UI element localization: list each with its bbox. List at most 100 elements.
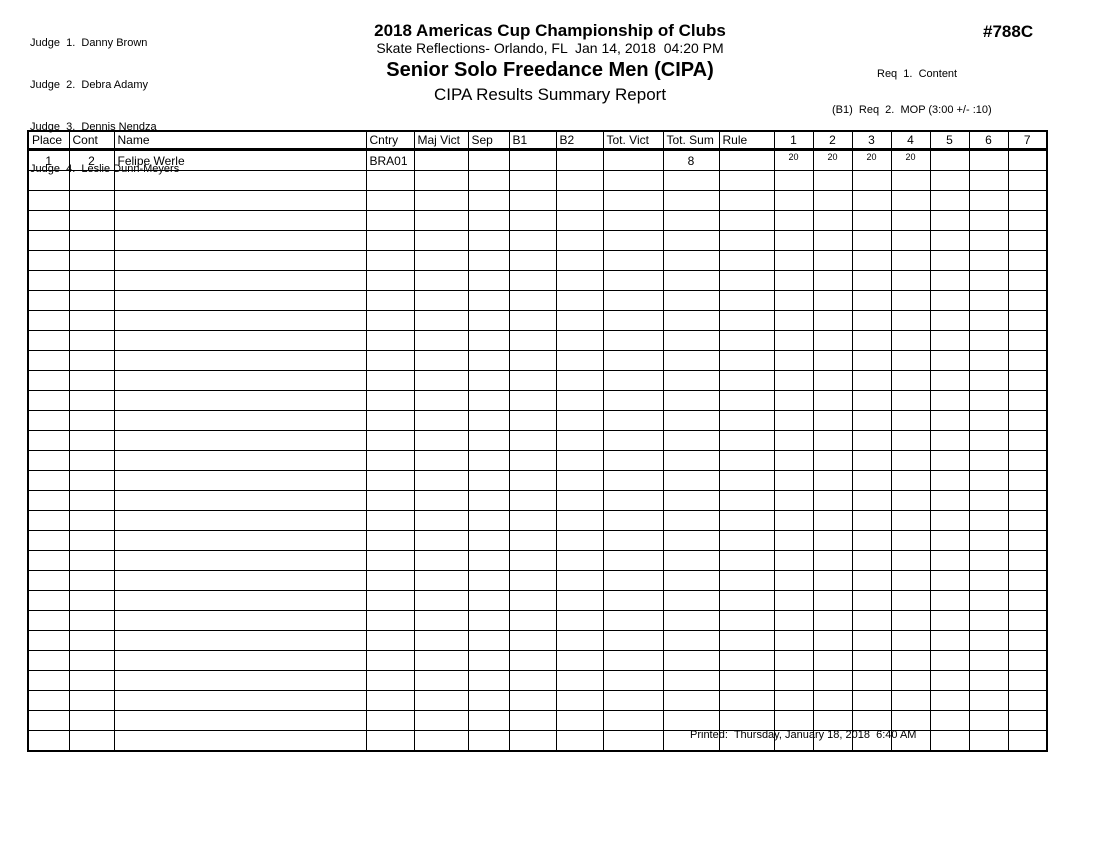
table-cell bbox=[890, 230, 931, 251]
table-cell bbox=[68, 510, 115, 531]
table-cell bbox=[508, 470, 557, 491]
table-cell bbox=[890, 390, 931, 411]
table-row bbox=[27, 370, 1048, 391]
table-row bbox=[27, 650, 1048, 671]
table-cell bbox=[929, 530, 970, 551]
table-cell bbox=[890, 210, 931, 231]
table-cell bbox=[968, 590, 1009, 611]
table-cell bbox=[662, 650, 720, 671]
event-number: #788C bbox=[983, 22, 1034, 41]
table-cell bbox=[718, 590, 775, 611]
table-cell bbox=[413, 530, 469, 551]
table-cell bbox=[662, 510, 720, 531]
table-cell bbox=[929, 610, 970, 631]
table-cell bbox=[365, 470, 415, 491]
column-header-cntry: Cntry bbox=[365, 130, 415, 151]
table-cell bbox=[662, 610, 720, 631]
table-cell bbox=[662, 710, 720, 731]
table-row bbox=[27, 450, 1048, 471]
table-cell bbox=[68, 730, 115, 752]
table-cell bbox=[662, 370, 720, 391]
table-cell bbox=[929, 270, 970, 291]
table-cell bbox=[1007, 330, 1048, 351]
table-cell bbox=[1007, 590, 1048, 611]
table-cell bbox=[413, 430, 469, 451]
table-cell bbox=[508, 149, 557, 171]
column-header-tot-sum: Tot. Sum bbox=[662, 130, 720, 151]
table-cell bbox=[773, 690, 814, 711]
table-cell bbox=[555, 650, 604, 671]
table-cell bbox=[508, 370, 557, 391]
table-cell bbox=[1007, 710, 1048, 731]
table-row bbox=[27, 430, 1048, 451]
table-cell bbox=[718, 410, 775, 431]
table-cell bbox=[929, 310, 970, 331]
table-cell bbox=[718, 690, 775, 711]
table-cell bbox=[1007, 250, 1048, 271]
table-cell bbox=[851, 330, 892, 351]
table-cell bbox=[113, 450, 367, 471]
table-cell bbox=[773, 190, 814, 211]
table-cell bbox=[467, 530, 510, 551]
table-cell bbox=[773, 390, 814, 411]
table-cell bbox=[365, 190, 415, 211]
table-cell bbox=[1007, 370, 1048, 391]
table-cell bbox=[68, 170, 115, 191]
table-cell bbox=[467, 270, 510, 291]
table-cell bbox=[662, 450, 720, 471]
table-cell bbox=[968, 690, 1009, 711]
table-cell bbox=[773, 650, 814, 671]
table-cell bbox=[812, 630, 853, 651]
table-cell bbox=[662, 190, 720, 211]
table-cell bbox=[773, 290, 814, 311]
table-cell bbox=[68, 690, 115, 711]
table-cell bbox=[555, 250, 604, 271]
table-cell bbox=[467, 290, 510, 311]
table-cell bbox=[467, 510, 510, 531]
table-cell bbox=[467, 330, 510, 351]
table-cell bbox=[27, 590, 70, 611]
table-cell bbox=[365, 430, 415, 451]
table-cell bbox=[662, 170, 720, 191]
table-cell bbox=[555, 410, 604, 431]
table-cell bbox=[851, 470, 892, 491]
table-cell bbox=[773, 250, 814, 271]
table-cell bbox=[365, 550, 415, 571]
table-cell bbox=[68, 590, 115, 611]
table-cell bbox=[467, 570, 510, 591]
table-cell bbox=[851, 690, 892, 711]
table-cell bbox=[68, 310, 115, 331]
table-cell bbox=[68, 290, 115, 311]
table-row bbox=[27, 230, 1048, 251]
table-cell bbox=[602, 170, 664, 191]
venue-date-line: Skate Reflections- Orlando, FL Jan 14, 2… bbox=[376, 40, 724, 56]
table-cell bbox=[851, 510, 892, 531]
table-cell bbox=[929, 210, 970, 231]
table-cell bbox=[555, 190, 604, 211]
table-cell bbox=[555, 230, 604, 251]
table-cell bbox=[851, 190, 892, 211]
table-cell bbox=[968, 450, 1009, 471]
table-cell bbox=[413, 490, 469, 511]
table-cell bbox=[662, 330, 720, 351]
table-cell bbox=[851, 710, 892, 731]
table-cell bbox=[413, 149, 469, 171]
table-cell bbox=[365, 630, 415, 651]
results-table: Place Cont Name Cntry Maj Vict Sep B1 B2 Tot. Vi… bbox=[27, 130, 1048, 752]
table-cell bbox=[929, 650, 970, 671]
table-cell bbox=[27, 270, 70, 291]
table-cell bbox=[662, 410, 720, 431]
table-cell bbox=[508, 230, 557, 251]
table-cell bbox=[812, 190, 853, 211]
table-cell bbox=[812, 610, 853, 631]
table-cell bbox=[1007, 510, 1048, 531]
table-cell bbox=[718, 550, 775, 571]
table-row bbox=[27, 210, 1048, 231]
table-cell bbox=[555, 370, 604, 391]
table-cell bbox=[1007, 650, 1048, 671]
table-cell bbox=[27, 350, 70, 371]
table-cell bbox=[365, 690, 415, 711]
table-cell bbox=[113, 630, 367, 651]
table-cell bbox=[1007, 630, 1048, 651]
table-cell bbox=[968, 550, 1009, 571]
